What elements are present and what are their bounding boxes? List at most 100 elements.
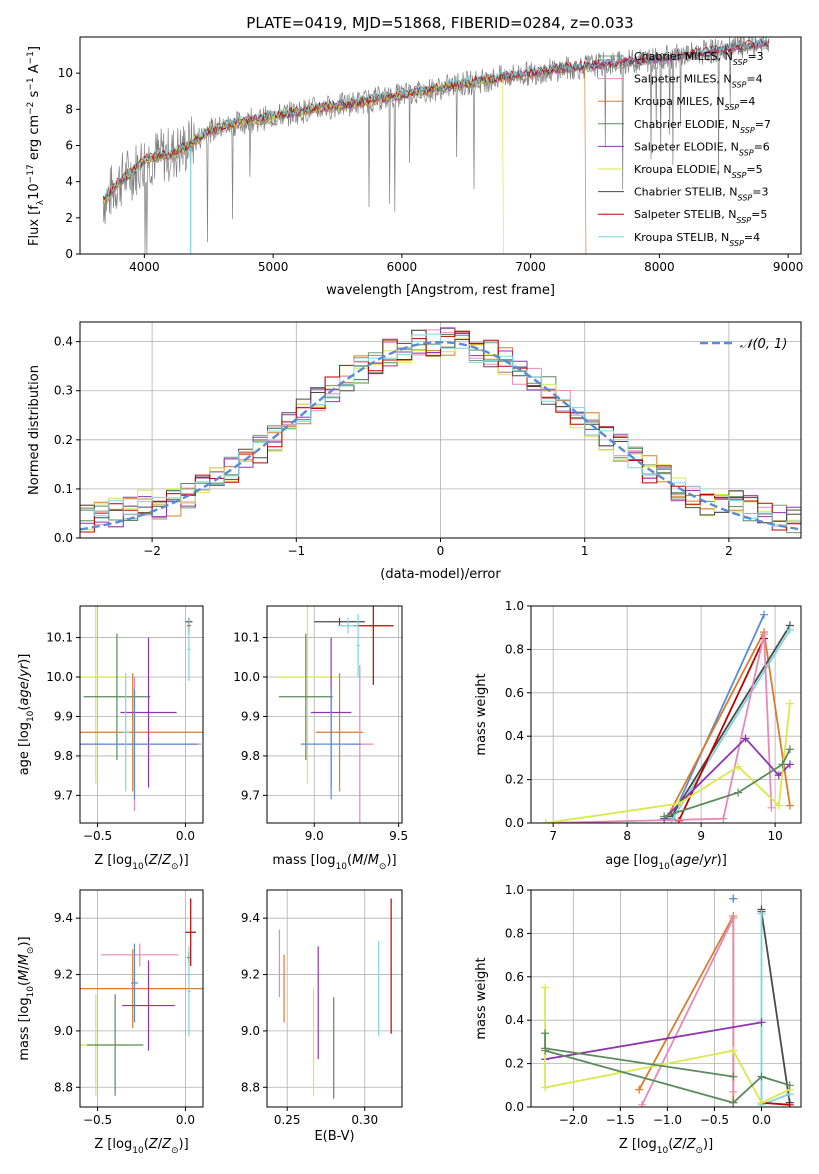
weight-marker xyxy=(674,816,683,823)
label-part: Z xyxy=(148,853,159,868)
x-tick-label: 5000 xyxy=(258,260,289,274)
y-tick-label: 9.9 xyxy=(241,709,260,723)
x-tick-label: 9.5 xyxy=(389,829,408,843)
plot-area xyxy=(80,606,203,812)
legend-text: Salpeter ELODIE, N xyxy=(634,140,739,153)
label-part: )] xyxy=(17,654,32,664)
y-axis-label: mass weight xyxy=(474,957,489,1039)
weight-marker xyxy=(719,814,728,823)
weight-marker xyxy=(757,1072,766,1081)
legend-text: =4 xyxy=(739,95,755,108)
errorbar-point-1 xyxy=(278,633,333,760)
x-tick-label: −0.5 xyxy=(83,1113,112,1127)
y-tick-label: 0.6 xyxy=(505,970,524,984)
errorbar-point-0 xyxy=(277,606,338,784)
weight-marker xyxy=(541,1083,550,1092)
legend-sub: SSP xyxy=(724,103,739,112)
label-part: 10 xyxy=(132,862,144,872)
y-tick-label: 10.1 xyxy=(46,631,73,645)
label-part: Z xyxy=(161,1137,172,1152)
label-part: ( xyxy=(144,853,149,868)
errorbar-point-6 xyxy=(185,898,196,967)
legend-text: Kroupa ELODIE, N xyxy=(634,163,732,176)
label-part: Z xyxy=(686,1137,697,1152)
weight-marker xyxy=(785,1081,794,1090)
legend-text: =5 xyxy=(746,163,762,176)
weight-line-6 xyxy=(663,737,791,820)
x-tick-label: −2.0 xyxy=(559,1113,588,1127)
label-part: ⊙ xyxy=(379,862,387,872)
legend-sub: SSP xyxy=(732,171,747,180)
weight-marker xyxy=(635,1085,644,1094)
y-tick-label: 9.4 xyxy=(241,911,260,925)
weight-marker xyxy=(760,610,769,619)
axes-frame xyxy=(79,605,204,824)
y-tick-label: 0.3 xyxy=(54,384,73,398)
y-tick-label: 0.2 xyxy=(505,1057,524,1071)
errorbar-point-5 xyxy=(300,688,362,800)
legend-text: =6 xyxy=(754,140,770,153)
weight-marker xyxy=(741,734,750,743)
plot-area xyxy=(278,898,392,1099)
weight-line-5 xyxy=(545,634,773,823)
y-tick-label: 8.8 xyxy=(241,1080,260,1094)
legend-label: Kroupa STELIB, NSSP=4 xyxy=(634,231,760,248)
y-tick-label: 0 xyxy=(65,247,73,261)
label-part: −2 xyxy=(26,102,36,115)
weight-marker xyxy=(638,1100,647,1107)
weight-line-2 xyxy=(670,625,791,817)
label-part: )] xyxy=(386,853,396,868)
errorbar-point-3 xyxy=(120,637,177,788)
legend-label: Chabrier STELIB, NSSP=3 xyxy=(634,186,768,203)
label-part: M xyxy=(17,954,32,965)
label-part: ( xyxy=(17,706,32,711)
x-tick-label: 10 xyxy=(767,829,782,843)
legend-label: Salpeter ELODIE, NSSP=6 xyxy=(634,140,770,157)
y-tick-label: 10.0 xyxy=(46,670,73,684)
x-tick-label: 9.0 xyxy=(305,829,324,843)
legend-text: =5 xyxy=(751,208,767,221)
x-tick-label: 8000 xyxy=(644,260,675,274)
x-axis-label: (data-model)/error xyxy=(380,567,501,582)
label-part: ( xyxy=(17,981,32,986)
legend-label: Kroupa ELODIE, NSSP=5 xyxy=(634,163,763,180)
weight-marker xyxy=(541,819,550,823)
y-tick-label: 0.6 xyxy=(505,686,524,700)
label-part: age [log xyxy=(17,722,32,775)
label-part: age xyxy=(675,853,699,868)
weight-marker xyxy=(729,1072,738,1081)
legend-sub: SSP xyxy=(739,148,754,157)
weight-line-8 xyxy=(663,748,791,818)
label-part: Flux [f xyxy=(27,205,42,246)
legend-label: Salpeter STELIB, NSSP=5 xyxy=(634,208,767,225)
label-part: Z [log xyxy=(619,1137,657,1152)
y-tick-label: 0.0 xyxy=(505,1100,524,1114)
label-part: yr xyxy=(17,662,32,678)
y-tick-label: 9.2 xyxy=(241,968,260,982)
weight-marker xyxy=(541,1029,550,1038)
y-tick-label: 0.4 xyxy=(505,1013,524,1027)
legend-label: Salpeter MILES, NSSP=4 xyxy=(634,73,763,90)
weight-marker xyxy=(729,914,738,923)
errorbar-point-3 xyxy=(122,960,175,1051)
label-part: / xyxy=(158,1137,163,1152)
legend-sub: SSP xyxy=(729,238,744,247)
label-part: )] xyxy=(179,1137,189,1152)
weight-marker xyxy=(729,1098,738,1107)
label-part: M xyxy=(368,853,379,868)
x-tick-label: −0.5 xyxy=(83,829,112,843)
y-tick-label: 10 xyxy=(58,66,73,80)
label-part: / xyxy=(17,965,32,970)
label-part: erg cm xyxy=(27,115,42,164)
weight-line-8 xyxy=(544,1049,790,1104)
label-part: )] xyxy=(17,936,32,946)
legend-sub: SSP xyxy=(732,80,747,89)
weight-marker xyxy=(541,983,550,992)
y-tick-label: 9.8 xyxy=(54,749,73,763)
legend-label: Kroupa MILES, NSSP=4 xyxy=(634,95,755,112)
label-part: / xyxy=(363,853,368,868)
panel-weight-vs-Z: −2.0 −1.5 −1.0 −0.5 0.0 0.0 0.2 0.4 0.6 0.8 1.0 Z [… xyxy=(474,883,802,1156)
y-tick-label: 10.0 xyxy=(233,670,260,684)
x-tick-label: 4000 xyxy=(129,260,160,274)
